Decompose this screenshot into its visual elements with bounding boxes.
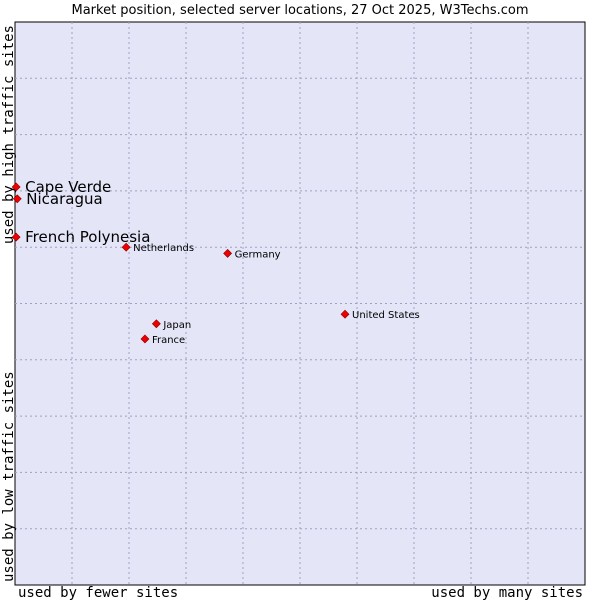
point-marker-united-states: [340, 309, 350, 319]
point-label-nicaragua: Nicaragua: [26, 190, 102, 208]
point-marker-japan: [151, 319, 161, 329]
point-germany: Germany: [223, 248, 281, 260]
point-marker-france: [140, 334, 150, 344]
y-axis-label-bottom: used by low traffic sites: [1, 371, 17, 582]
point-marker-netherlands: [121, 242, 131, 252]
point-marker-nicaragua: [12, 194, 22, 204]
point-japan: Japan: [151, 319, 191, 331]
x-axis-label-right: used by many sites: [431, 585, 583, 600]
point-france: France: [140, 334, 185, 346]
y-axis-label-top: used by high traffic sites: [1, 25, 17, 244]
point-label-cape-verde: Cape Verde: [25, 178, 111, 196]
point-label-french-polynesia: French Polynesia: [25, 228, 150, 246]
point-marker-cape-verde: [11, 182, 21, 192]
point-label-united-states: United States: [352, 310, 420, 321]
point-label-japan: Japan: [162, 320, 191, 331]
x-axis-label-left: used by fewer sites: [18, 585, 178, 600]
point-marker-french-polynesia: [11, 232, 21, 242]
point-french-polynesia: French Polynesia: [11, 228, 150, 246]
point-label-france: France: [152, 335, 185, 346]
point-nicaragua: Nicaragua: [12, 190, 103, 208]
chart-title: Market position, selected server locatio…: [71, 3, 528, 18]
point-netherlands: Netherlands: [121, 242, 194, 254]
grid-lines: [15, 22, 585, 585]
point-cape-verde: Cape Verde: [11, 178, 111, 196]
point-united-states: United States: [340, 309, 420, 321]
point-label-germany: Germany: [235, 249, 281, 260]
point-label-netherlands: Netherlands: [133, 243, 194, 254]
point-marker-germany: [223, 248, 233, 258]
